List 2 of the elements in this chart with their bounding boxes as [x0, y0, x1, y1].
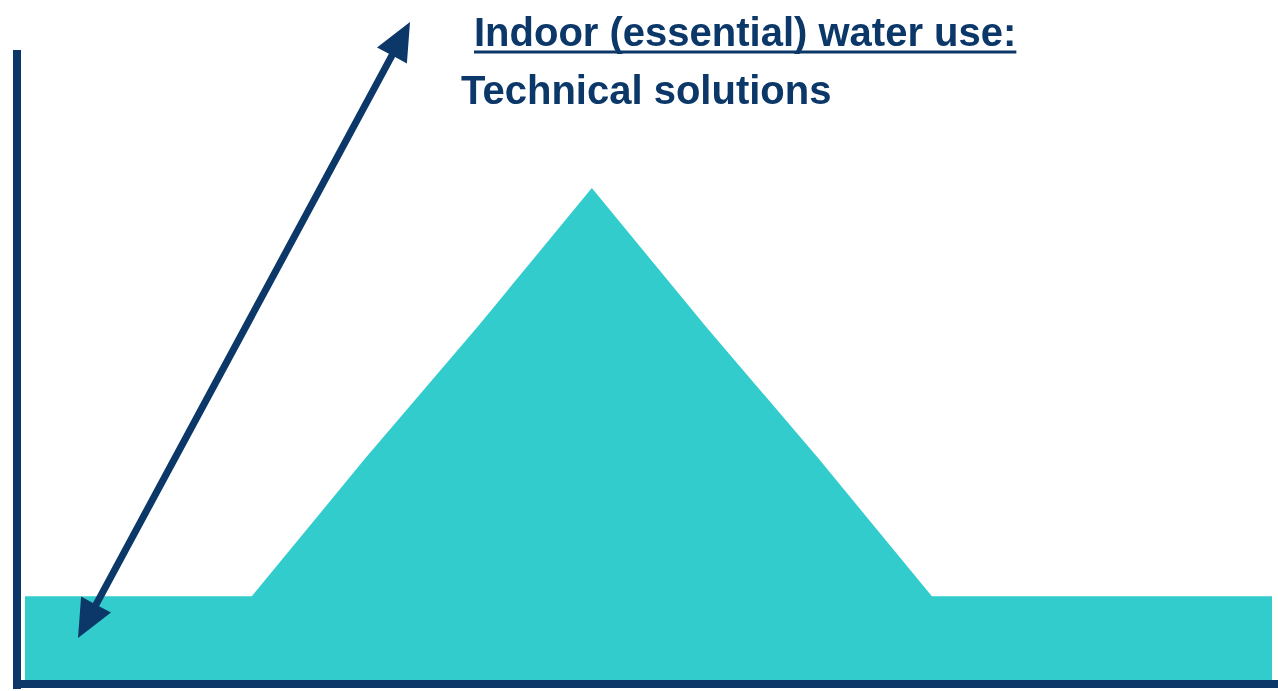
chart-subtitle: Technical solutions: [461, 68, 832, 112]
chart-title: Indoor (essential) water use:: [474, 10, 1017, 54]
